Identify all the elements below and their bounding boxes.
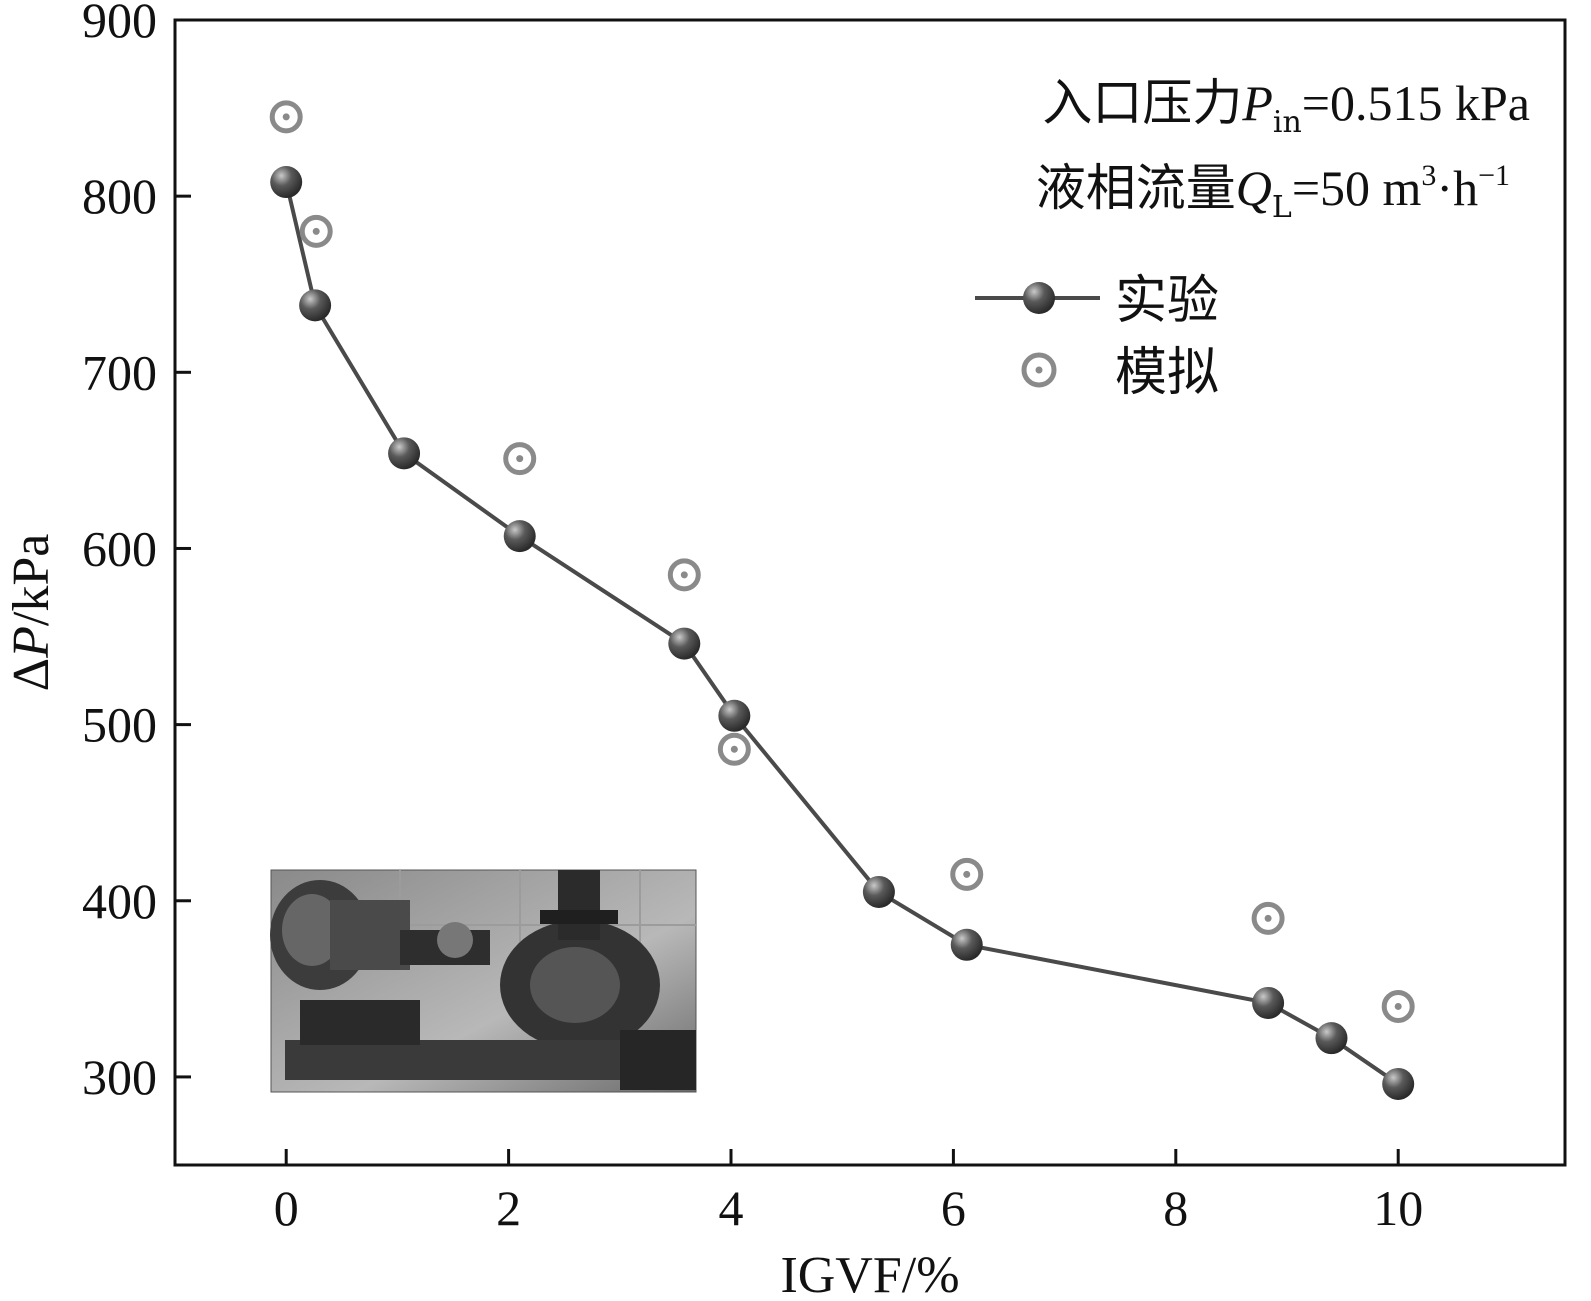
data-point-simulation xyxy=(1381,989,1415,1023)
annotation-inlet-pressure: 入口压力Pin=0.515 kPa xyxy=(1042,74,1530,140)
x-axis: 0 2 4 6 8 10 xyxy=(274,1149,1423,1236)
data-point-experiment xyxy=(299,289,332,322)
legend-marker-simulation xyxy=(1021,352,1057,388)
data-point-simulation xyxy=(950,857,984,891)
data-point-experiment xyxy=(1252,986,1285,1019)
x-tick-label: 8 xyxy=(1163,1180,1188,1236)
annotation-liquid-flow: 液相流量QL=50 m3·h−1 xyxy=(1036,159,1510,225)
legend: 实验 模拟 xyxy=(975,271,1219,403)
data-point-simulation xyxy=(299,214,333,248)
y-tick-label: 500 xyxy=(82,697,157,753)
x-tick-label: 4 xyxy=(719,1180,744,1236)
data-point-experiment xyxy=(718,699,751,732)
data-point-simulation xyxy=(717,732,751,766)
y-tick-label: 400 xyxy=(82,873,157,929)
x-tick-label: 6 xyxy=(941,1180,966,1236)
data-point-simulation xyxy=(1251,901,1285,935)
plot-area-frame xyxy=(173,18,1567,1167)
condition-annotation: 入口压力Pin=0.515 kPa 液相流量QL=50 m3·h−1 xyxy=(1036,74,1530,225)
data-point-experiment xyxy=(668,627,701,660)
data-point-experiment xyxy=(950,928,983,961)
data-point-simulation xyxy=(269,100,303,134)
legend-marker-experiment xyxy=(1023,282,1055,314)
x-axis-title: IGVF/% xyxy=(780,1247,959,1301)
x-tick-label: 10 xyxy=(1373,1180,1423,1236)
data-point-experiment xyxy=(270,166,303,199)
pump-photo-icon xyxy=(270,869,697,1093)
x-tick-label: 0 xyxy=(274,1180,299,1236)
data-point-simulation xyxy=(667,558,701,592)
legend-label-experiment: 实验 xyxy=(1115,271,1219,331)
y-tick-label: 700 xyxy=(82,344,157,400)
x-tick-label: 2 xyxy=(496,1180,521,1236)
data-point-simulation xyxy=(503,442,537,476)
legend-label-simulation: 模拟 xyxy=(1115,343,1219,403)
data-point-experiment xyxy=(1382,1067,1415,1100)
y-axis: 300 400 500 600 700 800 900 xyxy=(82,0,191,1105)
y-axis-title: ΔP/kPa xyxy=(3,534,60,692)
data-point-experiment xyxy=(388,437,421,470)
y-tick-label: 300 xyxy=(82,1049,157,1105)
y-tick-label: 600 xyxy=(82,520,157,576)
data-point-experiment xyxy=(503,520,536,553)
data-point-experiment xyxy=(1315,1022,1348,1055)
y-tick-label: 900 xyxy=(82,0,157,48)
y-tick-label: 800 xyxy=(82,168,157,224)
data-point-experiment xyxy=(862,875,895,908)
